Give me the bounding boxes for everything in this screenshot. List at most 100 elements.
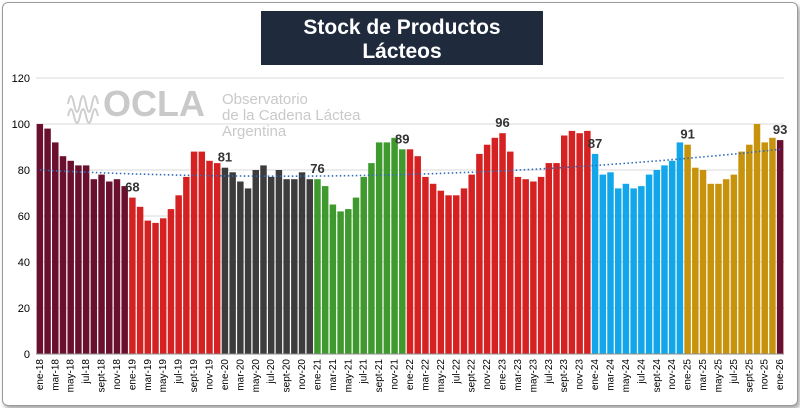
ocla-logo-icon — [67, 95, 99, 124]
watermark-logo: OCLA — [103, 83, 205, 124]
x-tick-label: mar-25 — [698, 359, 709, 391]
x-tick-label: mar-21 — [328, 359, 339, 391]
bar — [468, 174, 475, 354]
bar — [306, 179, 313, 354]
bar — [453, 195, 460, 354]
bar — [368, 163, 375, 354]
bar — [260, 165, 267, 354]
bar — [329, 204, 337, 354]
bar — [630, 188, 637, 354]
bar — [267, 176, 275, 354]
bar — [699, 170, 707, 354]
bar — [622, 183, 630, 354]
bar — [499, 133, 506, 354]
bar — [645, 174, 653, 354]
bar — [422, 176, 429, 354]
x-tick-label: may-25 — [714, 359, 725, 393]
bar — [560, 135, 568, 354]
watermark-line-3: Argentina — [222, 123, 287, 140]
bar — [545, 163, 553, 354]
bar — [298, 172, 306, 354]
bar — [321, 186, 329, 354]
bar — [584, 130, 591, 354]
x-tick-label: jul-23 — [544, 359, 555, 385]
bar — [722, 179, 730, 354]
bar — [129, 197, 136, 354]
bar — [360, 176, 367, 354]
x-tick-label: nov-19 — [205, 359, 216, 390]
data-label: 81 — [218, 150, 232, 165]
bar — [753, 124, 761, 354]
bar — [730, 174, 738, 354]
x-tick-label: jul-19 — [174, 359, 185, 385]
chart-title: Stock de Productos Lácteos — [303, 16, 501, 63]
bar — [106, 181, 113, 354]
bar — [82, 165, 90, 354]
bar — [352, 197, 360, 354]
wave-shape — [67, 95, 99, 124]
bar — [275, 170, 283, 354]
x-tick-label: sept-18 — [97, 359, 108, 393]
bar — [36, 124, 44, 354]
trendline — [39, 148, 781, 177]
data-label: 96 — [495, 115, 509, 130]
bar — [383, 142, 391, 354]
x-tick-label: ene-25 — [683, 359, 694, 391]
x-tick-label: mar-20 — [235, 359, 246, 391]
data-label: 89 — [395, 131, 409, 146]
bar — [483, 144, 491, 354]
bar — [614, 188, 622, 354]
bar — [530, 181, 537, 354]
bar — [345, 209, 352, 354]
bar — [183, 176, 190, 354]
x-tick-label: jul-24 — [636, 359, 647, 385]
ocla-watermark: OCLA Observatorio de la Cadena Láctea Ar… — [67, 83, 361, 140]
bar — [406, 149, 414, 354]
x-tick-label: jul-20 — [266, 359, 277, 385]
x-axis: ene-18 mar-18 may-18 jul-18 sept-18 nov-18 ene… — [35, 359, 786, 393]
x-tick-label: mar-22 — [420, 359, 431, 391]
bar — [152, 222, 159, 354]
bar — [314, 179, 321, 354]
bar — [437, 190, 445, 354]
x-tick-label: mar-23 — [513, 359, 524, 391]
x-tick-label: nov-20 — [297, 359, 308, 390]
bar — [607, 172, 614, 354]
bar — [553, 163, 560, 354]
bar — [206, 160, 213, 354]
bar — [491, 137, 499, 354]
data-labels: 68 81 76 89 96 87 91 93 — [125, 115, 787, 194]
x-tick-label: may-23 — [528, 359, 539, 393]
data-label: 87 — [588, 136, 602, 151]
x-tick-label: ene-24 — [590, 359, 601, 391]
y-tick-label: 80 — [18, 165, 30, 177]
bar — [414, 156, 421, 354]
bar — [90, 179, 98, 354]
bar — [599, 174, 607, 354]
bar — [59, 156, 67, 354]
data-label: 68 — [125, 180, 139, 195]
x-tick-label: may-24 — [621, 359, 632, 393]
y-tick-label: 0 — [24, 349, 30, 361]
x-tick-label: mar-18 — [50, 359, 61, 391]
bar — [676, 142, 684, 354]
bar — [653, 170, 661, 354]
x-tick-label: mar-24 — [606, 359, 617, 391]
bar — [291, 179, 298, 354]
x-tick-label: sept-25 — [744, 359, 755, 393]
x-tick-label: may-21 — [343, 359, 354, 393]
bar — [159, 218, 167, 354]
x-tick-label: sept-23 — [559, 359, 570, 393]
bar — [715, 183, 722, 354]
bar — [52, 142, 59, 354]
bar — [576, 133, 583, 354]
x-tick-label: ene-26 — [775, 359, 786, 391]
bar — [98, 174, 105, 354]
watermark-line-1: Observatorio — [222, 91, 308, 108]
x-tick-label: sept-24 — [652, 359, 663, 393]
bar — [460, 188, 468, 354]
x-tick-label: ene-20 — [220, 359, 231, 391]
x-tick-label: nov-22 — [482, 359, 493, 390]
bar — [244, 188, 252, 354]
x-tick-label: ene-22 — [405, 359, 416, 391]
